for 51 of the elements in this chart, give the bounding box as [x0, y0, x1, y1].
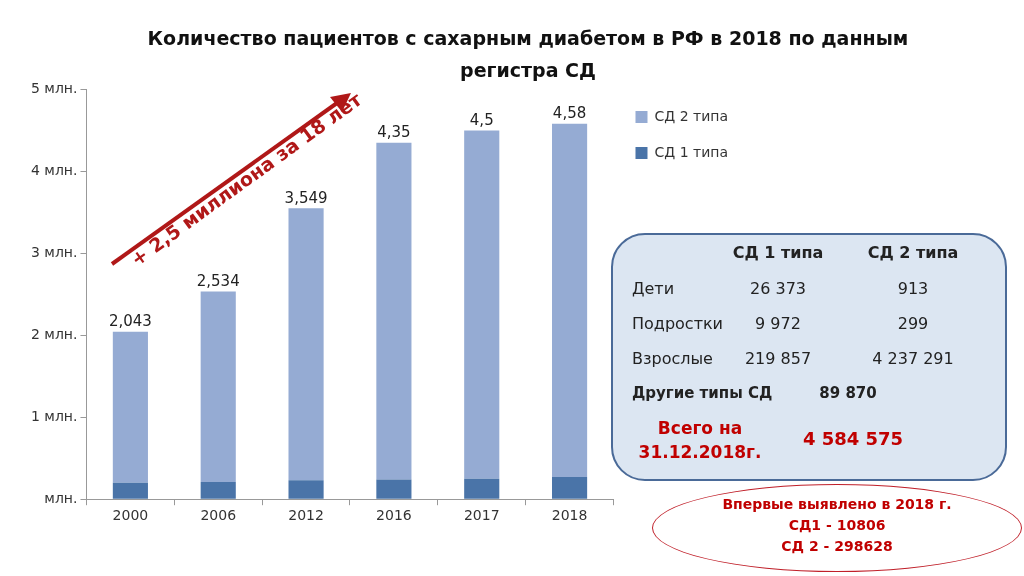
y-tick-label: 5 млн.	[30, 80, 78, 97]
total-label: 4,5	[469, 110, 494, 129]
text: Взрослые	[632, 349, 713, 368]
text: 89 870	[818, 384, 878, 402]
bar	[464, 130, 500, 479]
text: Дети	[632, 279, 675, 298]
text: Всего на 31.12.2018г.	[637, 417, 763, 464]
text: Подростки	[632, 314, 724, 333]
bar	[288, 208, 324, 481]
text: Впервые выявлено в 2018 г.	[721, 496, 953, 512]
chart-title: Количество пациентов с сахарным диабетом в РФ в 2018 по данным регистра СД	[146, 26, 910, 83]
bar	[552, 123, 588, 478]
text: 219 857	[743, 349, 813, 368]
total-label: 3,549	[284, 188, 328, 207]
text: 299	[896, 314, 930, 333]
x-tick-label: 2017	[463, 507, 500, 524]
text: СД 2 типа	[866, 243, 960, 262]
text: Другие типы СД	[632, 384, 773, 402]
y-tick-label: 2 млн.	[30, 325, 78, 342]
bar	[464, 478, 500, 499]
x-tick-label: 2016	[376, 507, 412, 524]
bar	[552, 477, 588, 499]
legend-label: СД 2 типа	[654, 107, 729, 124]
bar	[200, 291, 236, 482]
y-tick-label: 3 млн.	[30, 243, 78, 260]
text: СД 1 типа	[731, 243, 825, 262]
text: 913	[896, 279, 930, 298]
bar	[112, 482, 148, 499]
total-label: 2,043	[108, 312, 152, 331]
total-label: 4,58	[552, 104, 587, 123]
x-tick-label: 2000	[112, 507, 149, 524]
bar	[376, 142, 412, 480]
y-tick-label: млн.	[44, 489, 78, 506]
bar	[288, 480, 324, 499]
text: СД1 - 10806	[787, 517, 887, 533]
y-tick-label: 4 млн.	[30, 162, 78, 178]
text: 26 373	[749, 279, 807, 298]
x-tick-label: 2018	[551, 507, 588, 524]
y-tick-label: 1 млн.	[30, 407, 78, 424]
text: 4 584 575	[801, 428, 905, 449]
text: 4 237 291	[871, 349, 955, 368]
text: 9 972	[755, 314, 801, 333]
total-label: 4,35	[377, 123, 411, 142]
text: СД 2 - 298628	[780, 538, 894, 554]
bar	[200, 481, 236, 499]
x-tick-label: 2006	[200, 507, 237, 524]
bar	[112, 331, 148, 483]
total-label: 2,534	[196, 271, 240, 290]
x-tick-label: 2012	[288, 507, 324, 524]
bar	[376, 479, 412, 499]
legend-label: СД 1 типа	[654, 143, 729, 160]
